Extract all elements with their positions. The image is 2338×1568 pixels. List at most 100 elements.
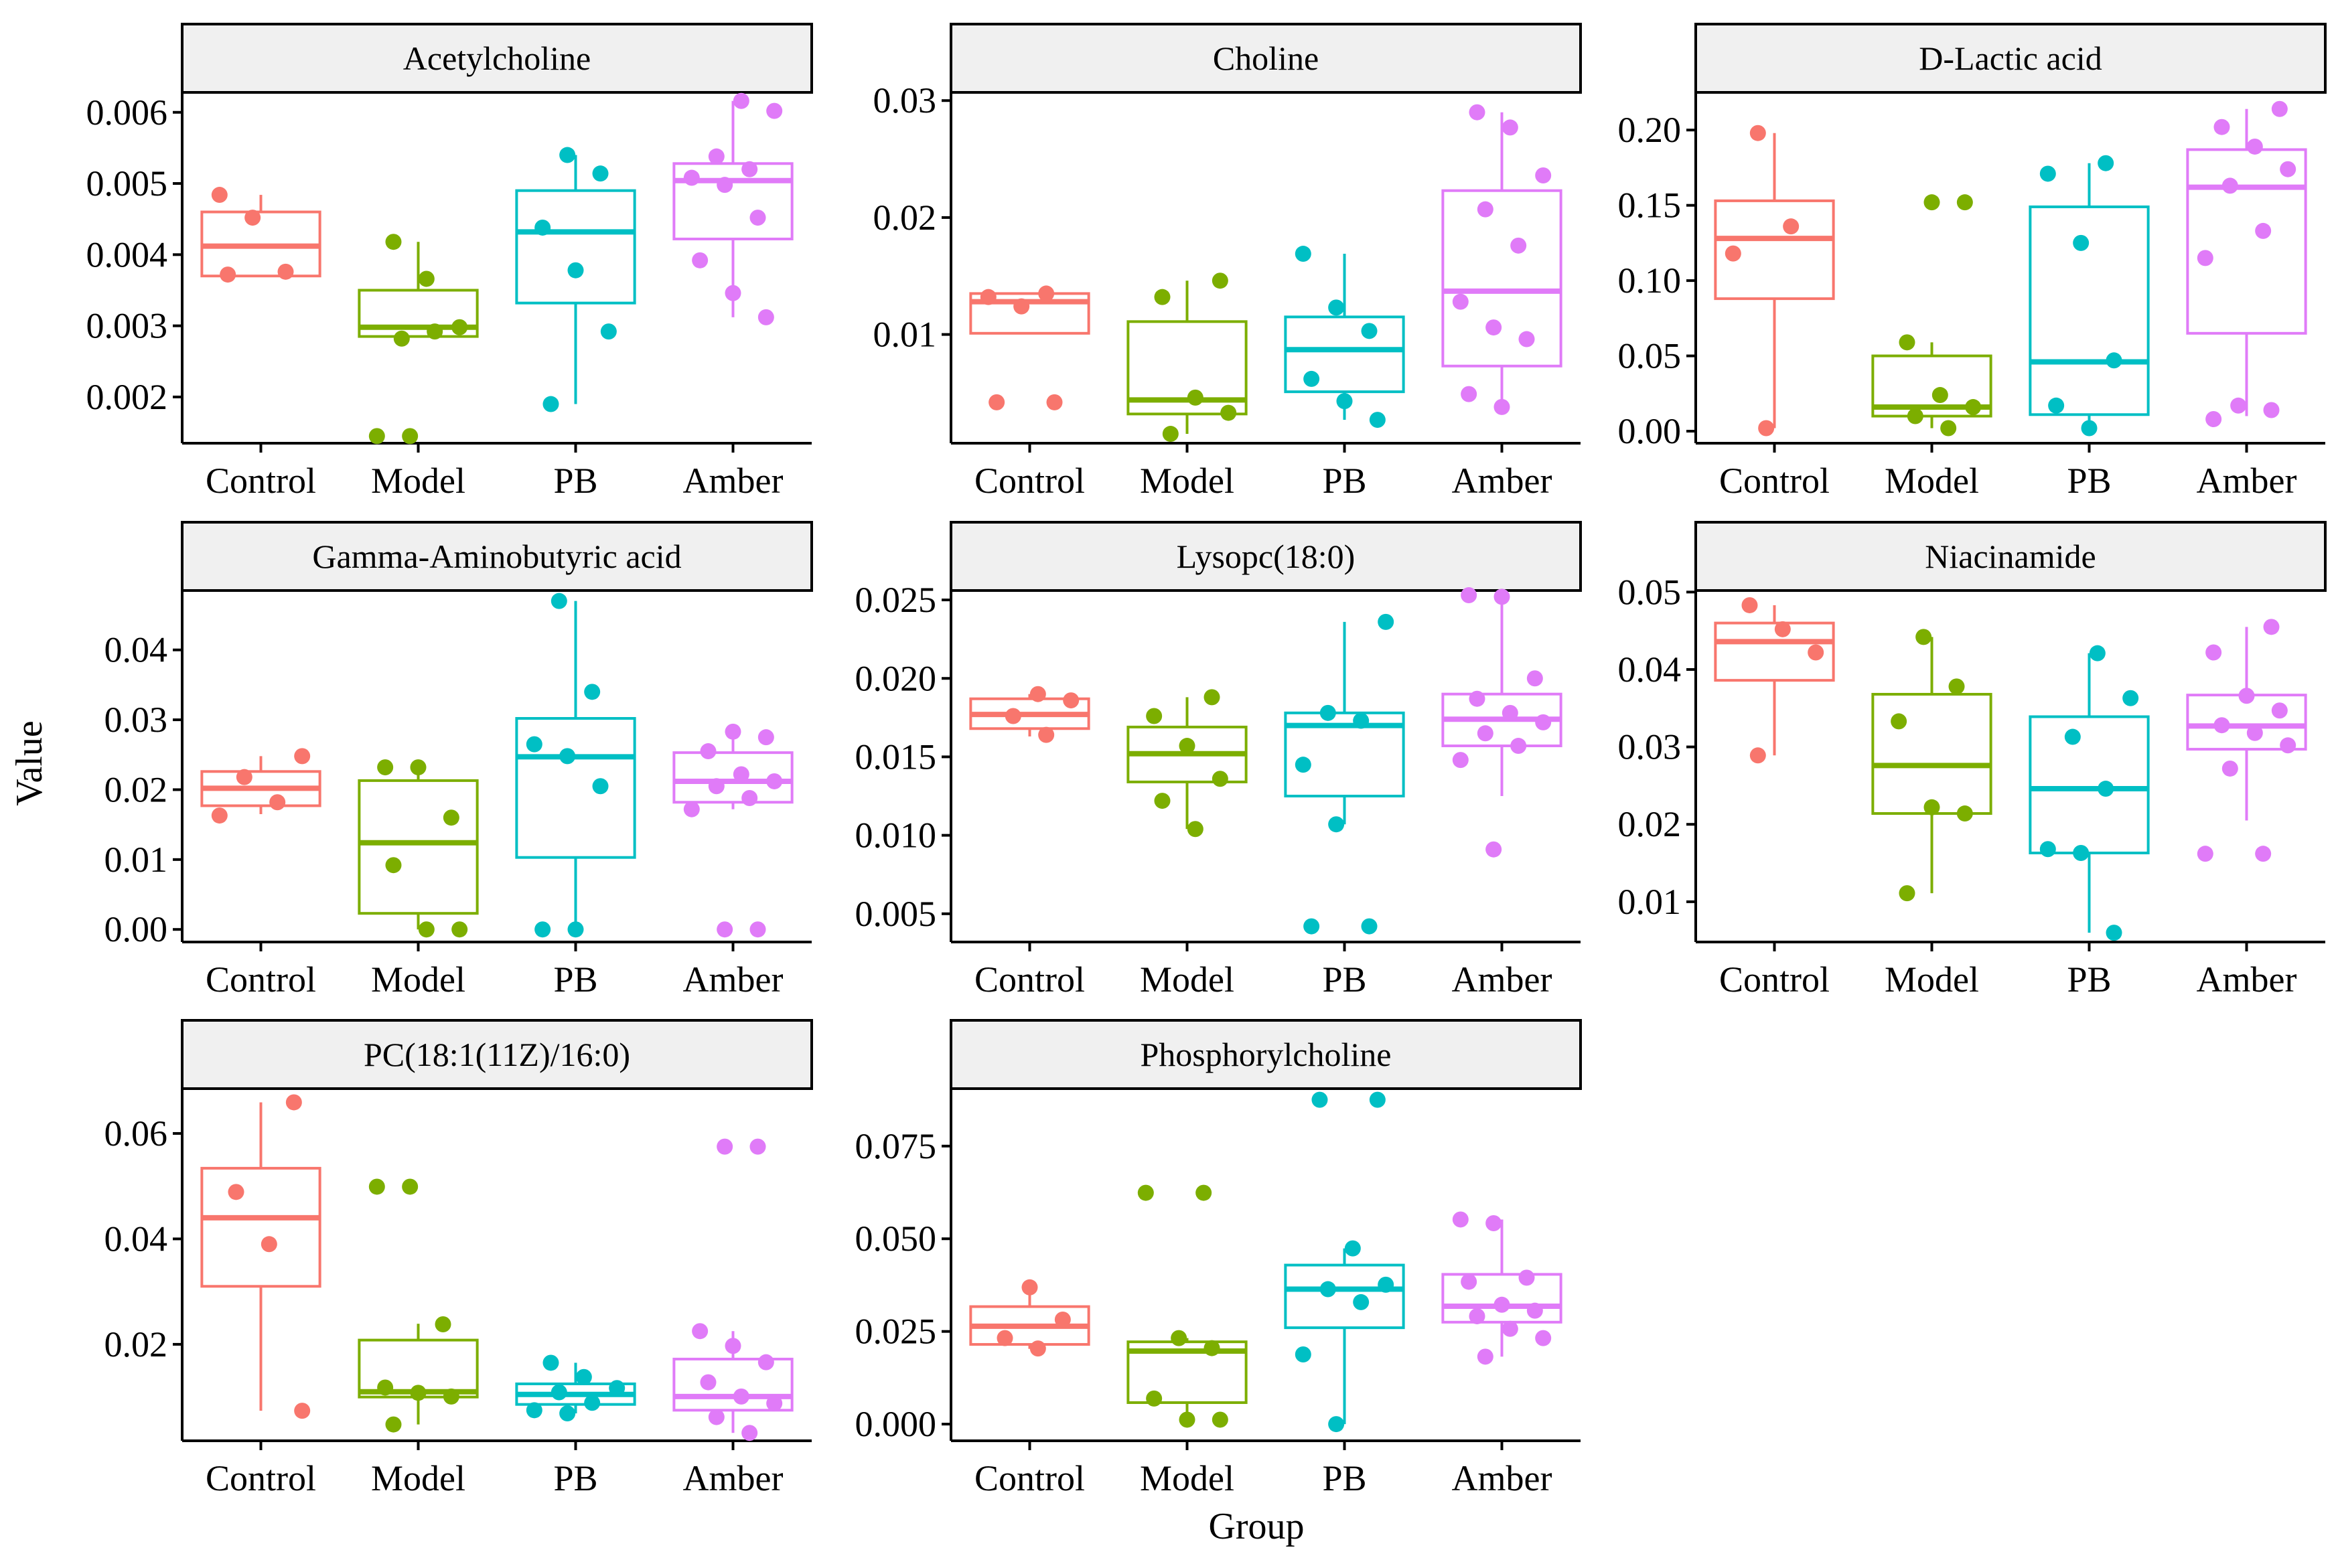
data-point (1477, 1348, 1493, 1365)
data-point (1956, 805, 1973, 822)
data-point (1146, 708, 1163, 724)
box-iqr (200, 1166, 321, 1288)
x-tick-label: Model (1885, 959, 1979, 1000)
data-point (757, 1354, 774, 1370)
box-iqr (1714, 199, 1835, 301)
data-point (1774, 621, 1791, 637)
data-point (1485, 1214, 1502, 1231)
x-tick-label: Model (1140, 959, 1234, 1000)
x-tick-label: PB (553, 959, 597, 1000)
data-point (1295, 246, 1311, 262)
data-point (1526, 670, 1543, 687)
box-model (1126, 272, 1248, 443)
data-point (708, 1409, 725, 1425)
box-iqr (1714, 621, 1835, 682)
data-point (1203, 1340, 1220, 1356)
data-point (708, 778, 725, 795)
data-point (2246, 724, 2263, 741)
data-point (1295, 757, 1311, 773)
data-point (1303, 370, 1320, 387)
data-point (377, 759, 394, 776)
data-point (385, 234, 402, 250)
data-point (377, 1379, 394, 1396)
data-point (1899, 885, 1915, 902)
x-tick-label: Amber (1452, 1458, 1552, 1498)
data-point (211, 187, 228, 204)
data-point (1336, 393, 1353, 410)
data-point (757, 729, 774, 746)
data-point (1212, 771, 1228, 787)
data-point (2073, 845, 2090, 862)
data-point (1535, 167, 1552, 184)
data-point (368, 428, 385, 445)
data-point (526, 1402, 542, 1419)
data-point (2205, 644, 2222, 661)
panel-choline: Choline 0.01 0.02 0.03 Control Model PB Amber (873, 23, 1582, 501)
x-tick-label: Model (371, 461, 465, 501)
data-point (2230, 397, 2247, 414)
x-tick-label: PB (553, 461, 597, 501)
box-pb (1284, 613, 1405, 935)
data-point (2213, 119, 2230, 135)
box-iqr (672, 162, 794, 240)
data-point (1526, 1302, 1543, 1319)
y-tick-label: 0.002 (86, 377, 168, 417)
strip-background (1694, 521, 2327, 592)
data-point (1220, 404, 1237, 421)
data-point (1956, 194, 1973, 211)
data-point (725, 285, 741, 301)
data-point (567, 262, 584, 279)
box-iqr (672, 1357, 794, 1412)
data-point (1502, 119, 1518, 136)
data-point (749, 1138, 766, 1155)
box-pb (1284, 1091, 1405, 1433)
data-point (1493, 398, 1510, 415)
data-point (1923, 799, 1940, 815)
data-point (692, 1323, 709, 1340)
box-pb (515, 147, 636, 412)
data-point (1485, 319, 1502, 336)
data-point (1725, 245, 1741, 262)
data-point (1452, 293, 1469, 310)
data-point (1319, 1281, 1336, 1298)
data-point (2098, 155, 2114, 171)
panel-title: Acetylcholine (403, 40, 591, 77)
data-point (551, 1384, 567, 1401)
panel-title: PC(18:1(11Z)/16:0) (364, 1036, 630, 1073)
x-tick-label: Amber (2197, 461, 2297, 501)
data-point (1378, 1276, 1394, 1293)
data-point (294, 748, 311, 765)
data-point (2048, 397, 2065, 414)
data-point (1899, 334, 1915, 351)
box-iqr (515, 717, 636, 859)
data-point (1203, 689, 1220, 706)
data-point (1328, 1416, 1345, 1433)
data-point (1510, 237, 1527, 254)
data-point (418, 921, 435, 938)
box-iqr (358, 289, 479, 338)
data-point (700, 743, 717, 760)
data-point (1137, 1184, 1154, 1201)
strip-background (1694, 23, 2327, 94)
box-iqr (2029, 715, 2150, 855)
data-point (1502, 704, 1518, 721)
x-tick-label: Model (1140, 1458, 1234, 1498)
data-point (1907, 408, 1923, 424)
panel-gamma-aminobutyric-acid: Gamma-Aminobutyric acid 0.00 0.01 0.02 0.03 0… (104, 521, 813, 1000)
box-control (1714, 597, 1835, 764)
data-point (1469, 690, 1485, 707)
data-point (717, 1138, 733, 1155)
y-tick-label: 0.003 (86, 306, 168, 346)
y-tick-label: 0.04 (104, 1219, 168, 1259)
box-iqr (2186, 148, 2307, 335)
data-point (1171, 1330, 1187, 1346)
data-point (2246, 138, 2263, 155)
data-point (1187, 821, 1203, 838)
data-point (741, 789, 758, 806)
data-point (410, 1385, 427, 1401)
panel-lysopc-18-0: Lysopc(18:0) 0.005 0.010 0.015 0.020 0.025 Con… (855, 521, 1582, 1000)
data-point (1195, 1184, 1212, 1201)
x-tick-label: Control (974, 959, 1085, 1000)
data-point (1965, 399, 1982, 416)
